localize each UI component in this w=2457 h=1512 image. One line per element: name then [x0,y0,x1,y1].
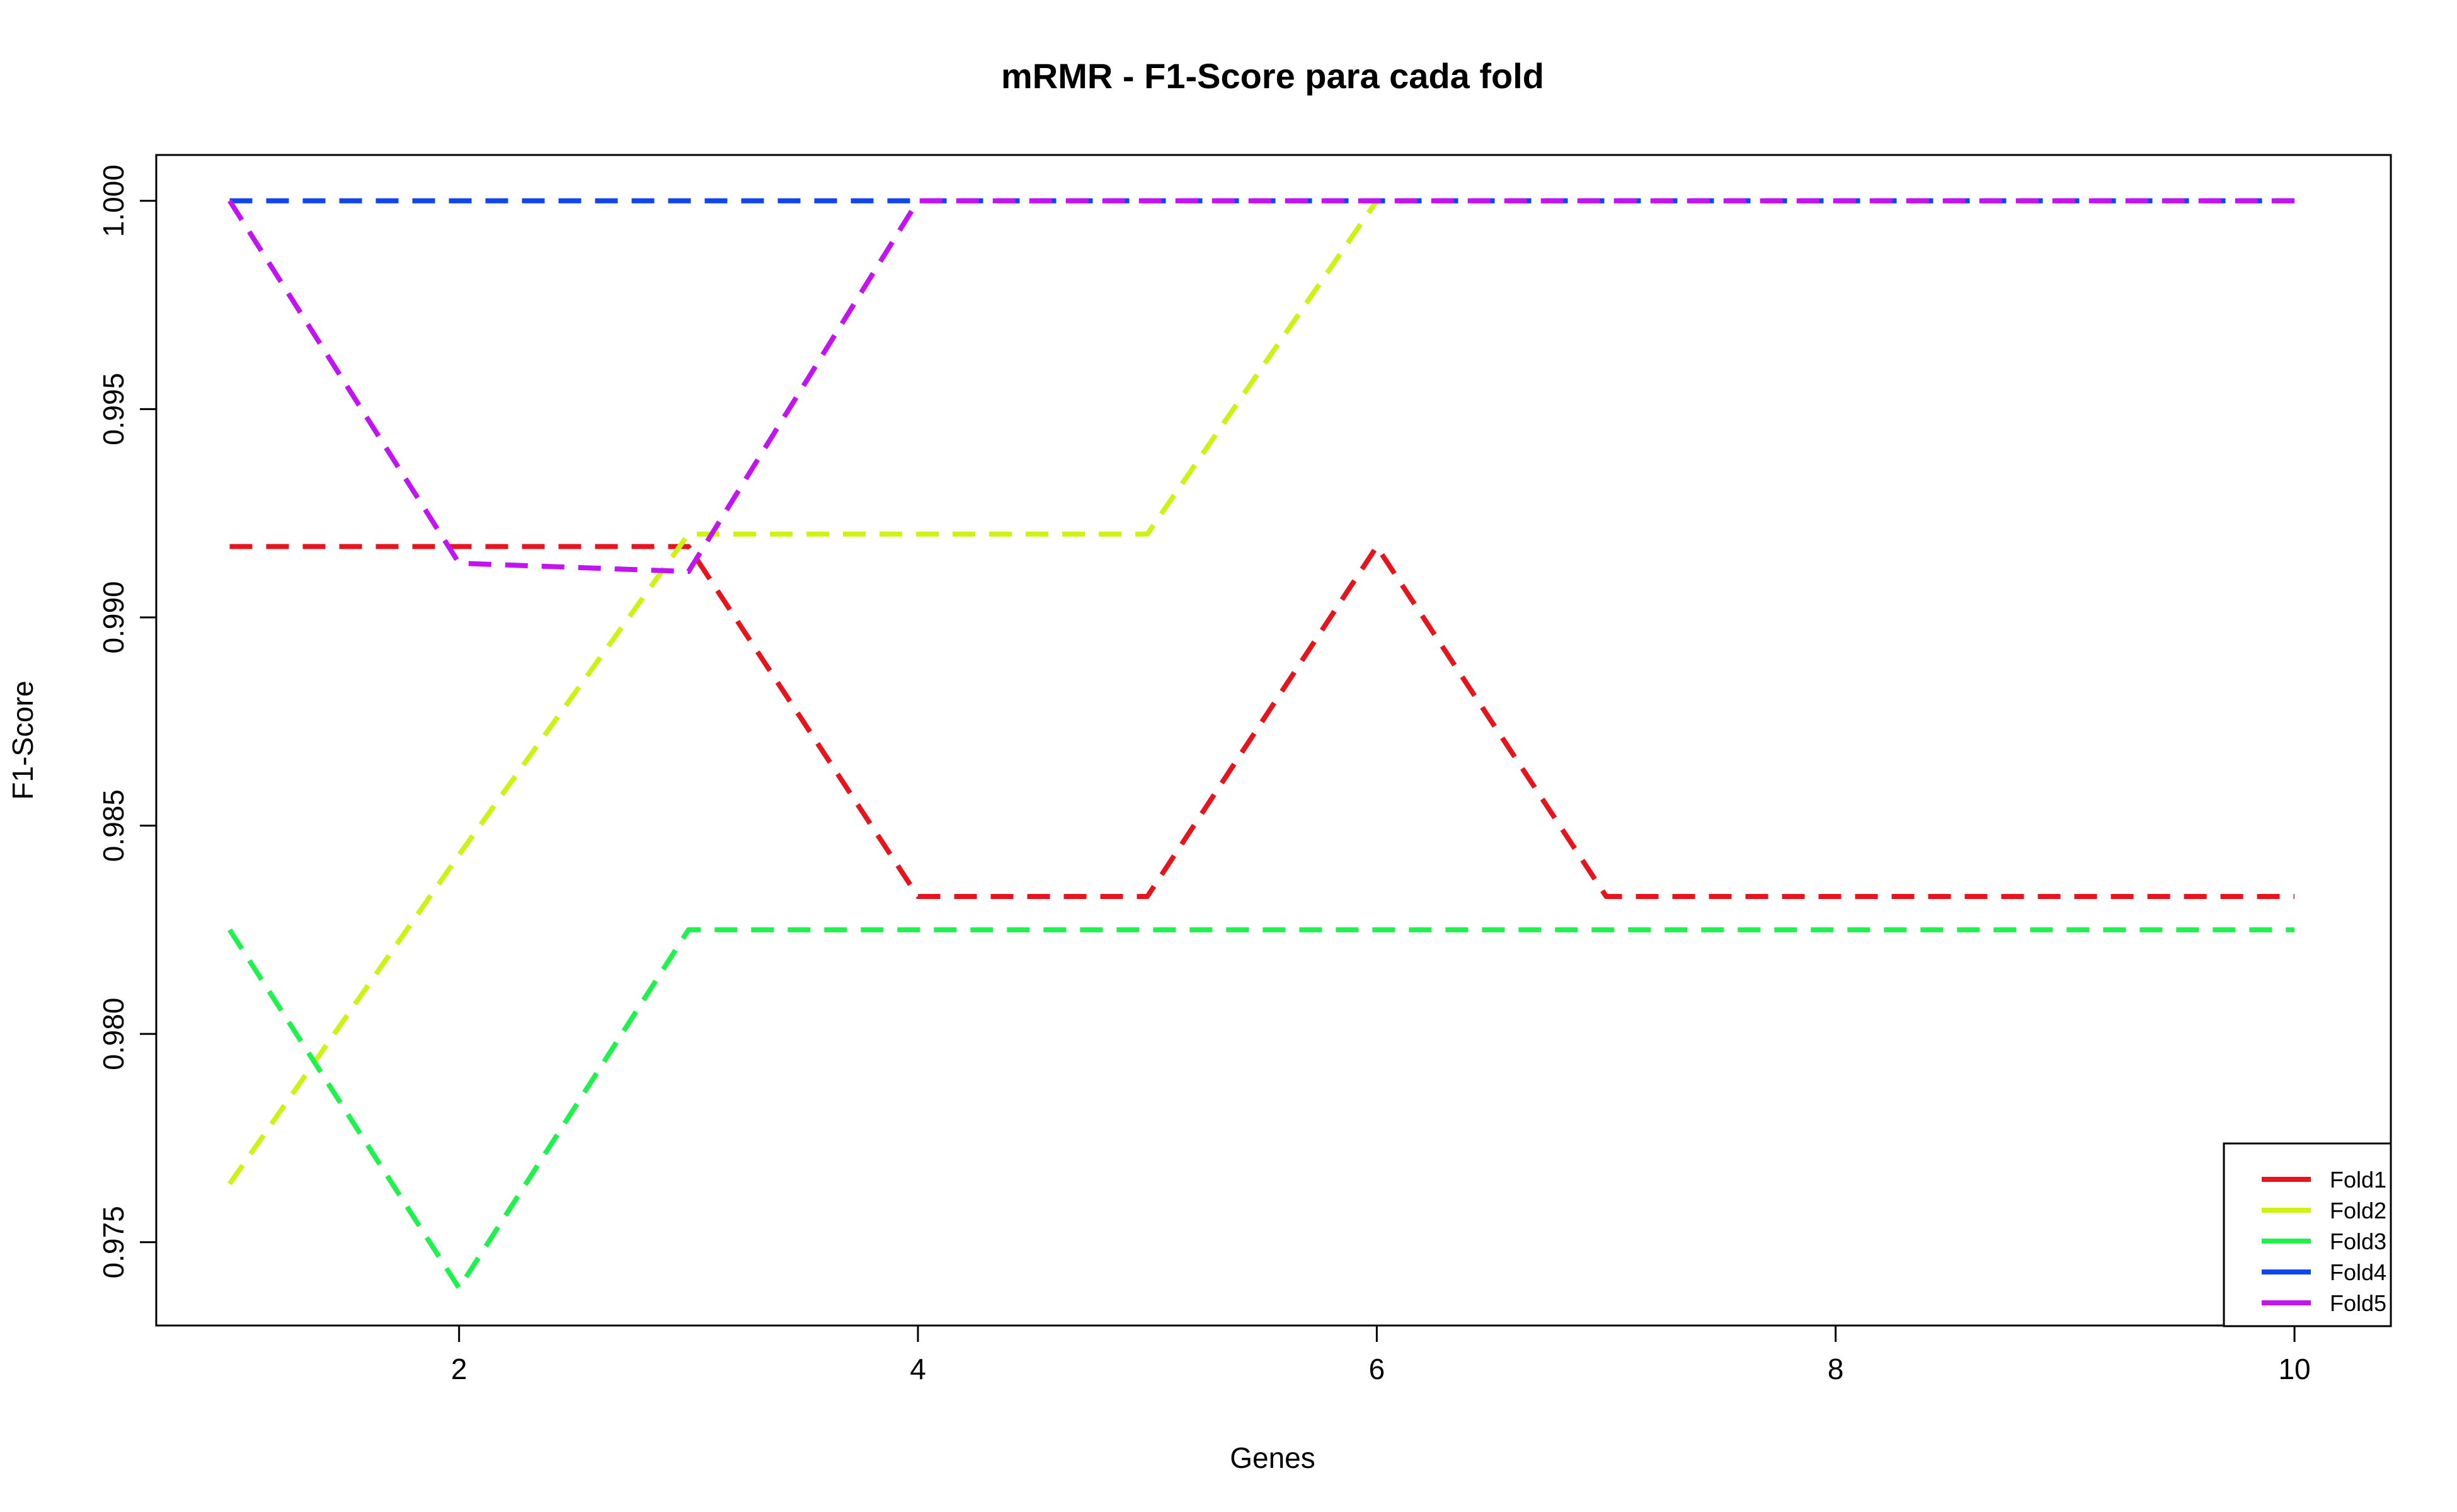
y-tick-label: 0.985 [97,789,130,862]
x-tick-label: 2 [451,1353,467,1385]
y-tick-label: 1.000 [97,164,130,237]
legend-label-fold4: Fold4 [2330,1259,2386,1285]
y-tick-label: 0.995 [97,373,130,445]
y-tick-label: 0.980 [97,998,130,1070]
y-tick-label: 0.975 [97,1206,130,1278]
legend-label-fold2: Fold2 [2330,1198,2386,1223]
x-tick-label: 4 [910,1353,926,1385]
series-line-fold3 [227,927,2295,1291]
series-line-fold1 [229,544,2295,899]
plot-frame [155,154,2392,1327]
x-tick-label: 6 [1369,1353,1385,1385]
x-axis: 2 4 6 8 10 [451,1324,2311,1385]
legend-box [2223,1142,2392,1327]
chart-title: mRMR - F1-Score para cada fold [1001,56,1544,96]
legend-label-fold3: Fold3 [2330,1228,2386,1254]
x-tick-label: 8 [1828,1353,1844,1385]
series-line-fold5 [227,198,2295,575]
series-line-fold2 [227,198,2295,1186]
x-axis-label: Genes [1230,1441,1315,1474]
series-lines [227,198,2295,1291]
y-axis: 0.975 0.980 0.985 0.990 0.995 1.000 [97,164,156,1278]
y-axis-label: F1-Score [6,680,39,799]
legend-label-fold1: Fold1 [2330,1167,2386,1193]
legend-label-fold5: Fold5 [2330,1290,2386,1316]
x-tick-label: 10 [2278,1353,2310,1385]
y-tick-label: 0.990 [97,581,130,653]
legend: Fold1 Fold2 Fold3 Fold4 Fold5 [2223,1142,2392,1327]
